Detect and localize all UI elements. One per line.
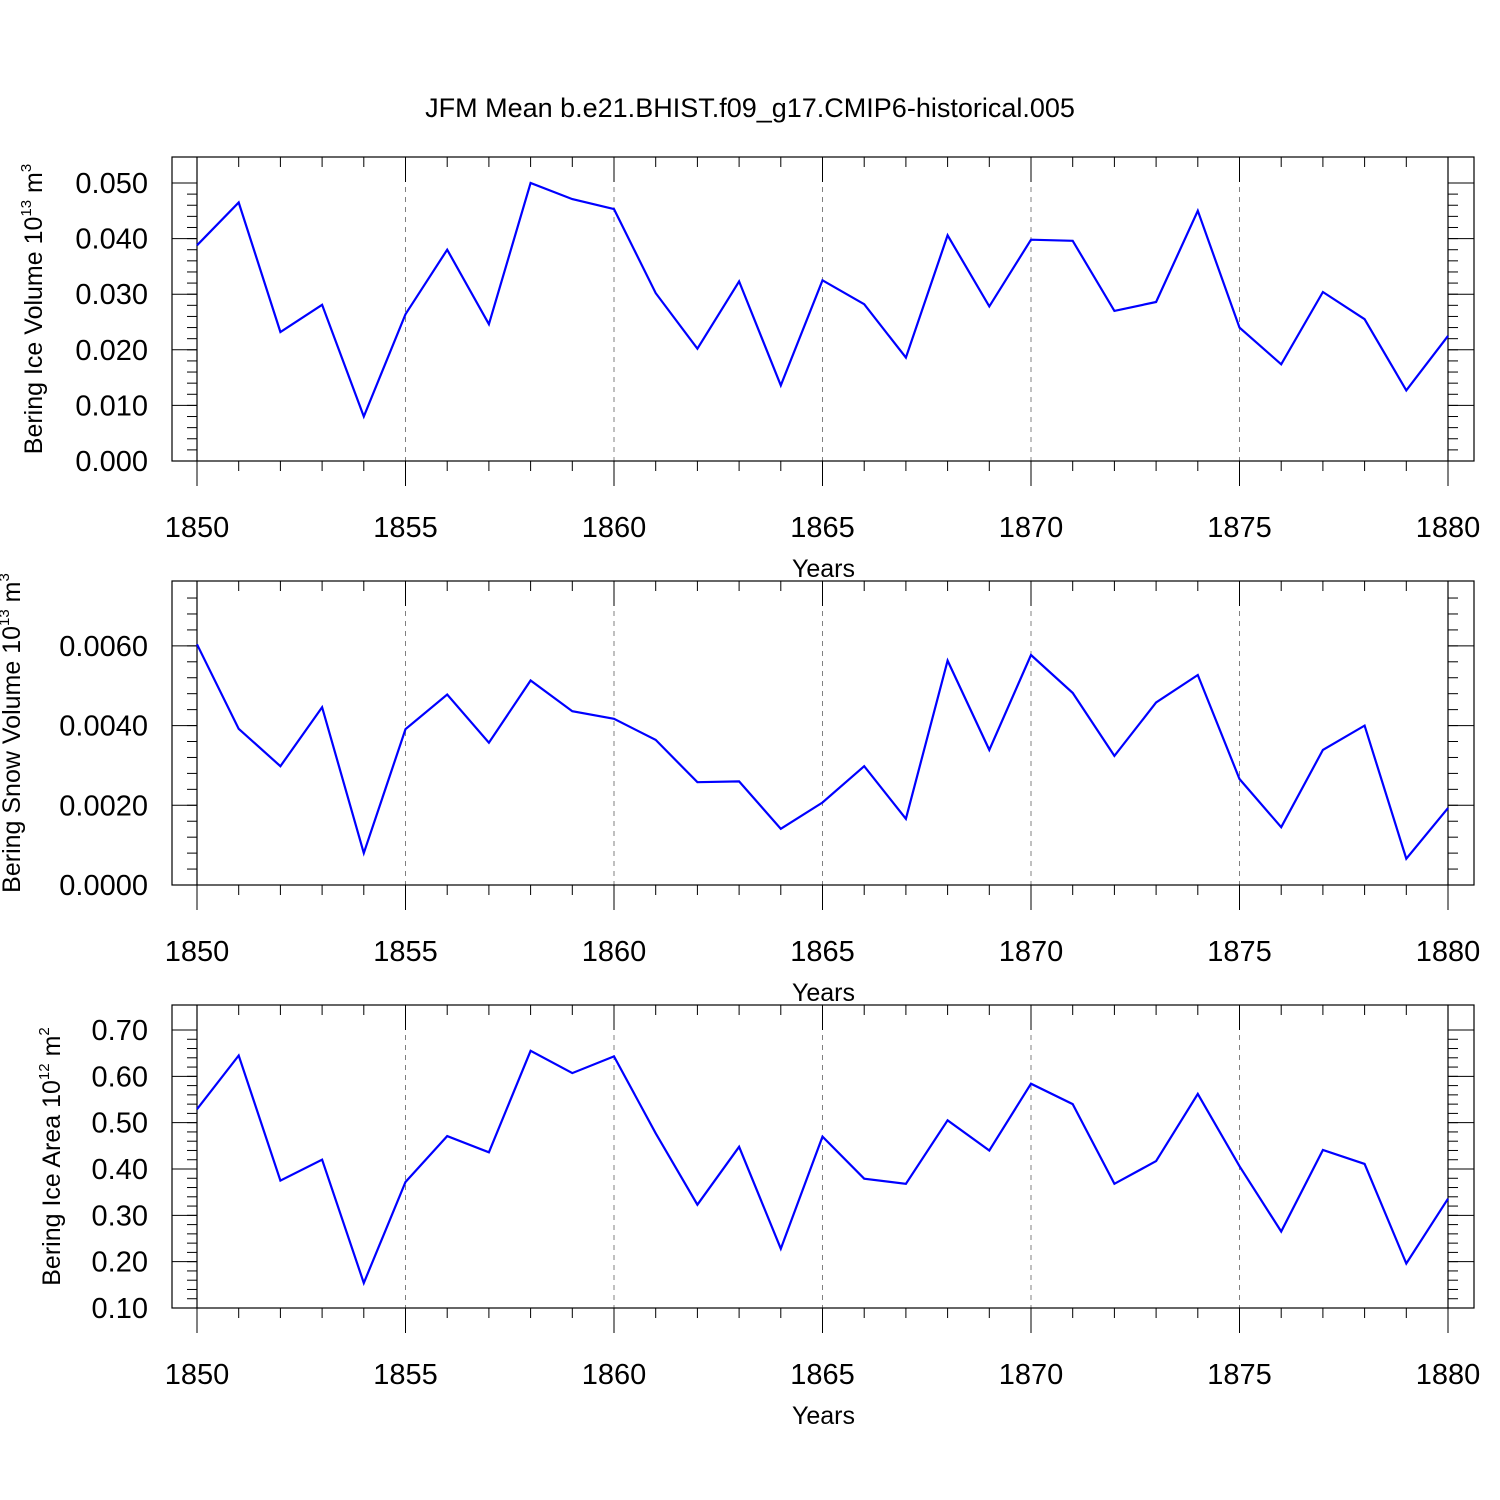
ytick-label: 0.30 <box>92 1200 148 1232</box>
y-axis-title-unit: m <box>38 1036 66 1064</box>
ytick-label: 0.0000 <box>59 870 148 902</box>
ytick-label: 0.0060 <box>59 631 148 663</box>
xtick-label: 1850 <box>165 1359 230 1391</box>
y-axis-title: Bering Ice Volume 1013 m3 <box>18 164 48 454</box>
xtick-label: 1860 <box>582 512 647 544</box>
y-axis-title: Bering Snow Volume 1013 m3 <box>0 573 26 893</box>
y-axis-title-unit-exponent: 3 <box>18 164 35 172</box>
ytick-label: 0.050 <box>75 168 148 200</box>
ytick-label: 0.70 <box>92 1015 148 1047</box>
xtick-label: 1880 <box>1416 1359 1481 1391</box>
ytick-label: 0.10 <box>92 1293 148 1325</box>
xtick-label: 1850 <box>165 936 230 968</box>
xtick-label: 1855 <box>373 1359 438 1391</box>
xtick-label: 1875 <box>1207 1359 1272 1391</box>
panel-snow-volume: 0.0000 0.0020 0.0040 0.0060 1850 1855 1860 1865… <box>0 573 1480 1007</box>
series-line-snow-volume <box>196 643 1449 861</box>
ytick-label: 0.60 <box>92 1061 148 1093</box>
series-line-ice-area <box>196 1049 1449 1287</box>
series-line-ice-volume <box>196 181 1449 420</box>
y-axis-title: Bering Ice Area 1012 m2 <box>36 1027 66 1286</box>
y-axis-title-unit: m <box>20 172 48 200</box>
xtick-label: 1875 <box>1207 936 1272 968</box>
xtick-label: 1875 <box>1207 512 1272 544</box>
xtick-label: 1855 <box>373 512 438 544</box>
y-axis-title-exponent: 13 <box>18 200 35 217</box>
xtick-label: 1860 <box>582 936 647 968</box>
ytick-label: 0.0040 <box>59 711 148 743</box>
xtick-label: 1865 <box>790 1359 855 1391</box>
y-axis-title-text: Bering Ice Area 10 <box>38 1080 66 1286</box>
chart-panels: 0.000 0.010 0.020 0.030 0.040 0.050 1850 1855 18… <box>0 156 1481 1430</box>
y-axis-title-unit-exponent: 2 <box>36 1027 53 1035</box>
xtick-label: 1865 <box>790 936 855 968</box>
xtick-label: 1860 <box>582 1359 647 1391</box>
xtick-label: 1870 <box>999 1359 1064 1391</box>
x-axis-title: Years <box>792 1402 855 1430</box>
ytick-label: 0.040 <box>75 224 148 256</box>
xtick-label: 1880 <box>1416 936 1481 968</box>
x-axis-title: Years <box>792 555 855 583</box>
y-axis-title-exponent: 13 <box>0 609 13 626</box>
panel-ice-volume: 0.000 0.010 0.020 0.030 0.040 0.050 1850 1855 18… <box>18 156 1481 583</box>
xtick-label: 1850 <box>165 512 230 544</box>
xtick-label: 1855 <box>373 936 438 968</box>
x-axis-title: Years <box>792 979 855 1007</box>
xtick-label: 1870 <box>999 512 1064 544</box>
y-axis-title-unit: m <box>0 582 26 610</box>
ytick-label: 0.020 <box>75 335 148 367</box>
xtick-label: 1880 <box>1416 512 1481 544</box>
ytick-label: 0.000 <box>75 446 148 478</box>
panel-ice-area: 0.10 0.20 0.30 0.40 0.50 0.60 0.70 1850 1855 1860… <box>36 1004 1481 1430</box>
ytick-label: 0.20 <box>92 1247 148 1279</box>
ytick-label: 0.010 <box>75 390 148 422</box>
xtick-label: 1870 <box>999 936 1064 968</box>
y-axis-title-exponent: 12 <box>36 1063 53 1080</box>
ytick-label: 0.50 <box>92 1108 148 1140</box>
xtick-label: 1865 <box>790 512 855 544</box>
y-axis-title-text: Bering Snow Volume 10 <box>0 626 26 893</box>
y-axis-title-unit-exponent: 3 <box>0 573 13 581</box>
ytick-label: 0.40 <box>92 1154 148 1186</box>
y-axis-title-text: Bering Ice Volume 10 <box>20 217 48 455</box>
chart-title: JFM Mean b.e21.BHIST.f09_g17.CMIP6-histo… <box>425 93 1075 123</box>
ytick-label: 0.030 <box>75 279 148 311</box>
ytick-label: 0.0020 <box>59 790 148 822</box>
